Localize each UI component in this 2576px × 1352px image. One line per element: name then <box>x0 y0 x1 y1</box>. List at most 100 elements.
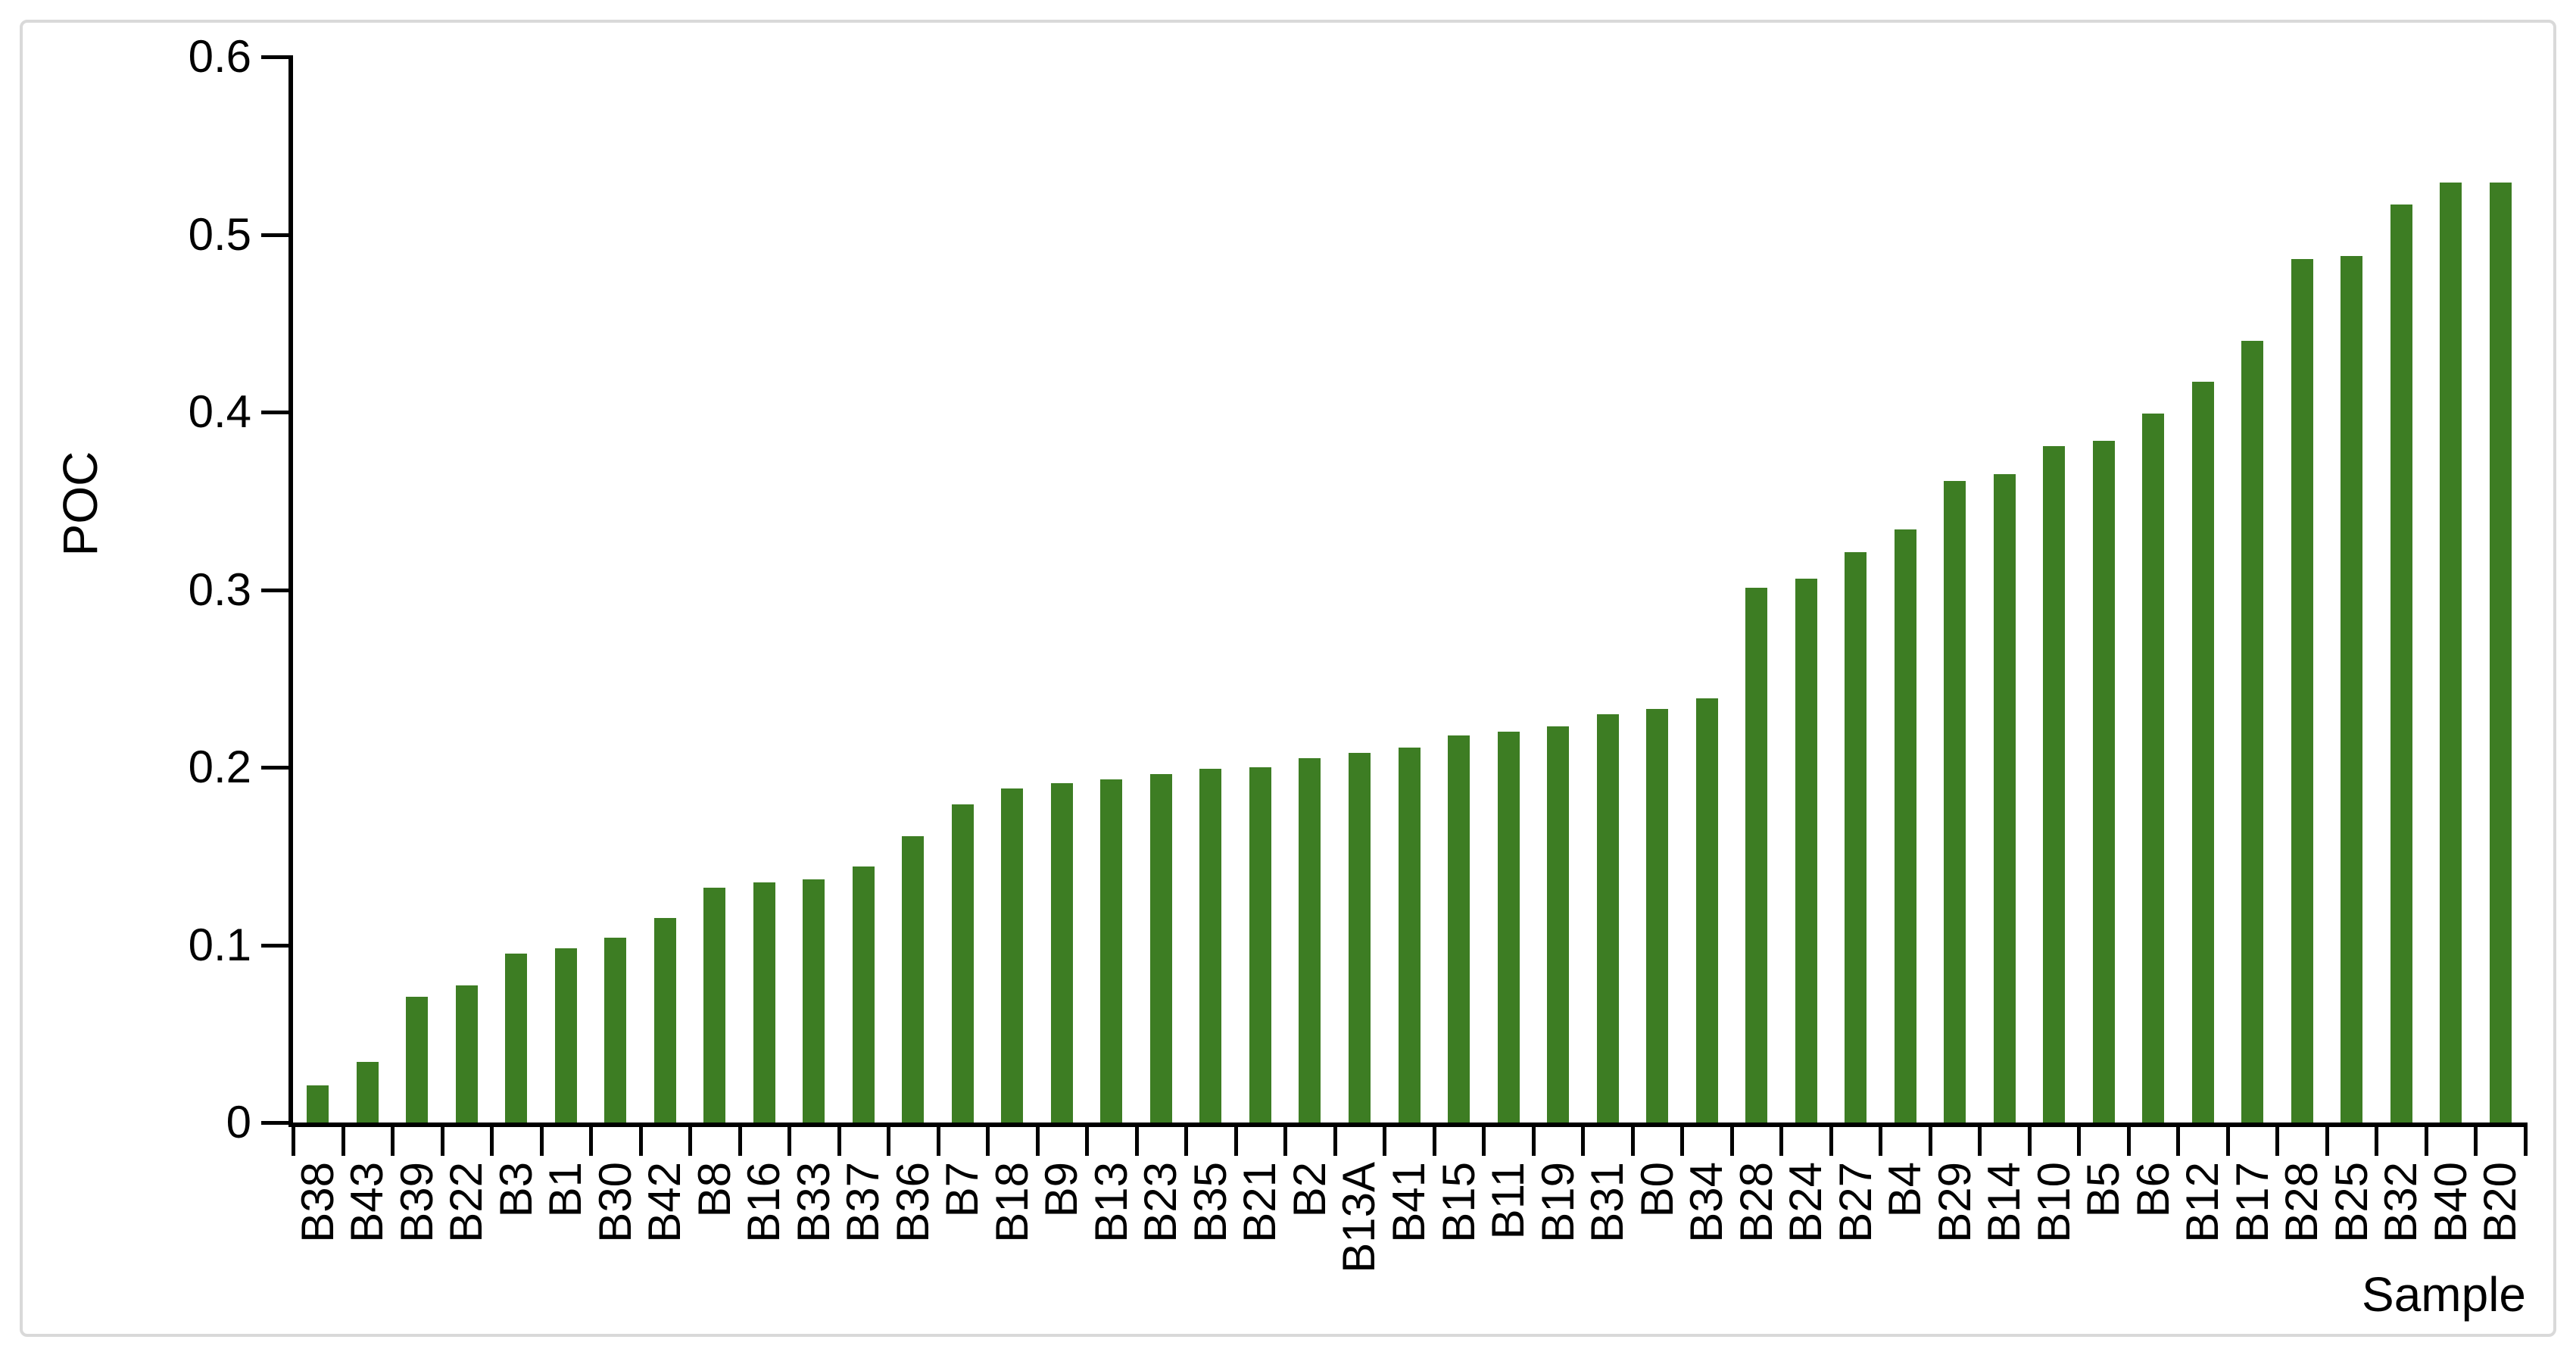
y-tick-label: 0.2 <box>188 742 251 792</box>
x-tick-label: B37 <box>837 1162 889 1243</box>
x-tick-label: B1 <box>540 1162 591 1218</box>
bar <box>2341 255 2363 1123</box>
x-tick-label: B13 <box>1085 1162 1137 1243</box>
x-tick-label: B21 <box>1234 1162 1286 1243</box>
y-axis-tick <box>261 588 293 592</box>
x-tick-label: B38 <box>292 1162 343 1243</box>
bar <box>951 804 974 1123</box>
y-axis-tick <box>261 766 293 770</box>
bar <box>1249 767 1271 1123</box>
x-tick-label: B14 <box>1979 1162 2030 1243</box>
bar <box>1050 783 1073 1123</box>
x-tick-label: B9 <box>1036 1162 1087 1218</box>
bar <box>455 985 478 1123</box>
y-axis-tick <box>261 943 293 948</box>
x-axis-tick <box>341 1123 345 1156</box>
x-axis-tick <box>589 1123 594 1156</box>
x-tick-label: B25 <box>2325 1162 2377 1243</box>
bar <box>554 948 577 1123</box>
x-tick-label: B20 <box>2475 1162 2526 1243</box>
x-axis-tick <box>440 1123 444 1156</box>
x-axis-tick <box>391 1123 395 1156</box>
x-axis-tick <box>1333 1123 1337 1156</box>
x-tick-label: B43 <box>341 1162 393 1243</box>
x-tick-label: B16 <box>738 1162 790 1243</box>
bar <box>852 866 875 1123</box>
x-tick-label: B39 <box>391 1162 442 1243</box>
x-tick-label: B33 <box>787 1162 839 1243</box>
x-axis-tick <box>1928 1123 1932 1156</box>
bar <box>406 996 429 1123</box>
x-tick-label: B18 <box>986 1162 1037 1243</box>
bar <box>505 954 528 1123</box>
y-tick-label: 0 <box>226 1097 251 1147</box>
x-axis-tick <box>1383 1123 1387 1156</box>
x-tick-label: B8 <box>688 1162 740 1218</box>
x-axis-tick <box>1779 1123 1784 1156</box>
bar <box>2092 440 2115 1123</box>
y-tick-label: 0.5 <box>188 208 251 260</box>
x-axis-tick <box>539 1123 544 1156</box>
x-axis-tick <box>1531 1123 1536 1156</box>
x-axis-tick <box>1233 1123 1238 1156</box>
x-tick-label: B0 <box>1631 1162 1683 1218</box>
bar <box>1448 735 1470 1123</box>
x-axis-tick <box>490 1123 494 1156</box>
bar <box>1944 481 1966 1123</box>
bar <box>1745 588 1768 1123</box>
x-tick-label: B23 <box>1135 1162 1187 1243</box>
bar <box>2390 204 2412 1123</box>
x-axis-tick <box>2424 1123 2428 1156</box>
bar <box>2043 445 2066 1123</box>
x-tick-label: B27 <box>1829 1162 1881 1243</box>
bar <box>1149 774 1172 1123</box>
bar <box>2291 259 2313 1123</box>
x-tick-label: B31 <box>1582 1162 1633 1243</box>
x-axis-tick <box>738 1123 742 1156</box>
x-axis-tick <box>2077 1123 2082 1156</box>
x-axis-tick <box>1581 1123 1586 1156</box>
x-axis-tick <box>2225 1123 2230 1156</box>
x-axis-tick <box>1978 1123 1982 1156</box>
x-tick-label: B11 <box>1483 1162 1534 1240</box>
x-axis-tick <box>1085 1123 1090 1156</box>
x-tick-label: B10 <box>2028 1162 2079 1243</box>
x-tick-label: B17 <box>2226 1162 2278 1243</box>
x-tick-label: B32 <box>2375 1162 2427 1243</box>
y-tick-label: 0.1 <box>188 919 251 970</box>
bar <box>2191 382 2214 1123</box>
x-axis-tick <box>1283 1123 1288 1156</box>
x-tick-label: B35 <box>1184 1162 1236 1243</box>
bar <box>1100 779 1123 1123</box>
x-tick-label: B28 <box>1730 1162 1782 1243</box>
x-axis-tick <box>2275 1123 2280 1156</box>
bar <box>1199 769 1222 1123</box>
x-axis-tick <box>1184 1123 1189 1156</box>
x-axis-tick <box>1432 1123 1436 1156</box>
x-tick-label: B3 <box>490 1162 541 1218</box>
x-tick-label: B6 <box>2127 1162 2178 1218</box>
x-axis-tick <box>1729 1123 1734 1156</box>
bar <box>753 882 775 1123</box>
y-tick-label: 0.3 <box>188 564 251 615</box>
y-tick-label: 0.4 <box>188 386 251 437</box>
x-axis-tick <box>292 1123 295 1156</box>
x-tick-label: B7 <box>937 1162 988 1218</box>
x-axis-tick <box>936 1123 940 1156</box>
x-axis-tick <box>2126 1123 2131 1156</box>
bar <box>803 879 825 1123</box>
x-tick-label: B29 <box>1929 1162 1980 1243</box>
bar <box>653 918 676 1123</box>
bar <box>1894 529 1916 1123</box>
y-axis-tick <box>261 55 293 59</box>
bar <box>1845 552 1867 1123</box>
bar <box>1547 726 1570 1123</box>
x-tick-label: B19 <box>1532 1162 1583 1243</box>
bar <box>1001 788 1024 1123</box>
bar <box>2489 183 2512 1123</box>
x-axis-tick <box>1134 1123 1139 1156</box>
x-tick-label: B2 <box>1283 1162 1335 1218</box>
x-tick-label: B41 <box>1383 1162 1434 1243</box>
x-axis-tick <box>2176 1123 2181 1156</box>
bar <box>1993 474 2016 1123</box>
